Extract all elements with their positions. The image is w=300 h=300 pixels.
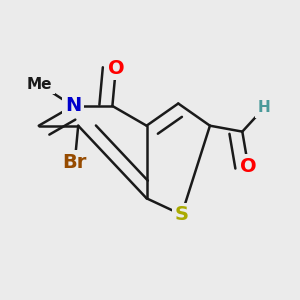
Text: S: S [175,205,189,224]
Text: N: N [65,97,81,116]
Text: O: O [240,157,256,176]
Text: Me: Me [27,77,52,92]
Text: O: O [107,59,124,78]
Text: Br: Br [63,152,87,172]
Text: H: H [258,100,270,116]
